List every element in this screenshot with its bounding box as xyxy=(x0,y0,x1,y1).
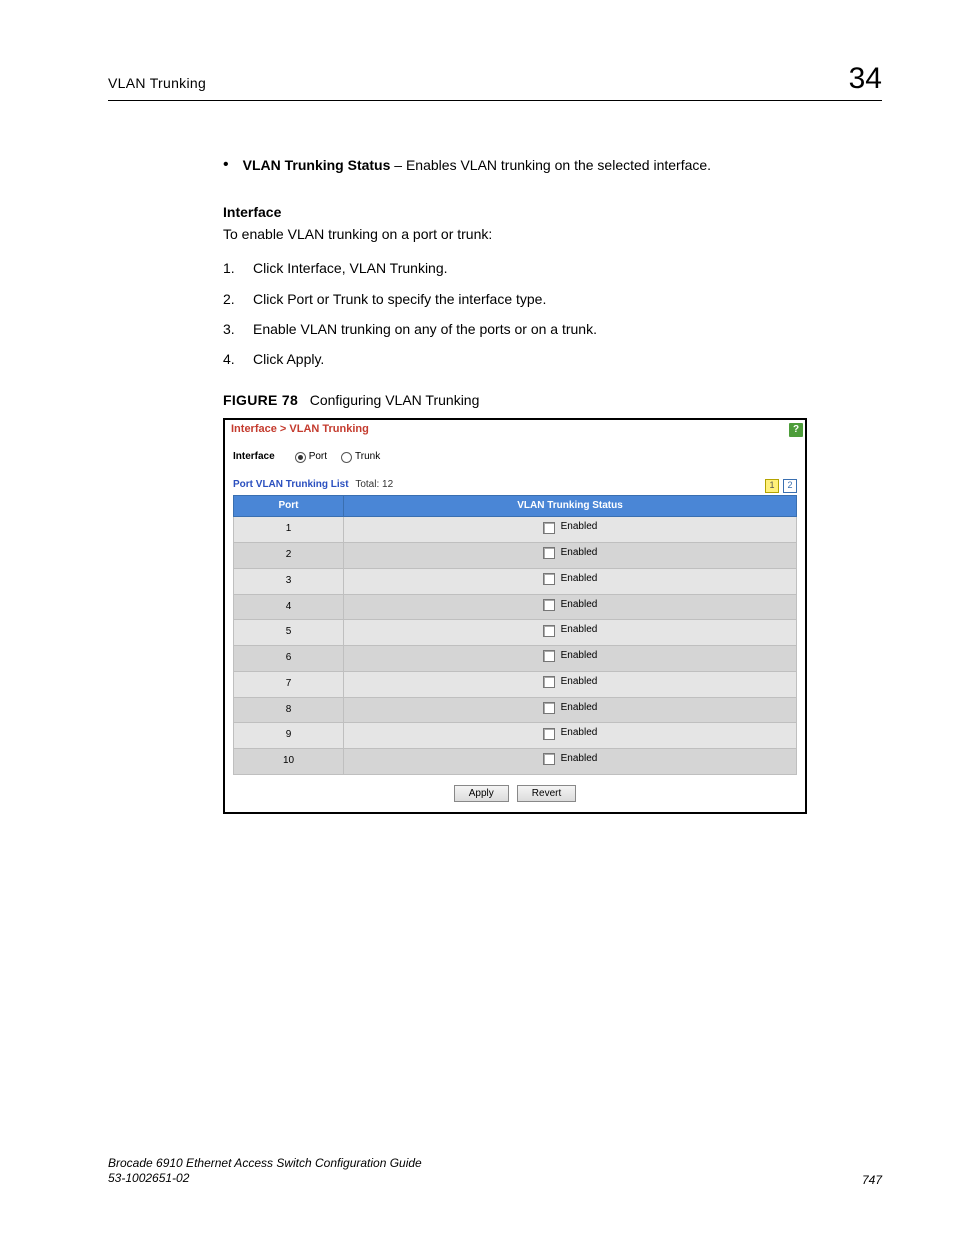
col-port: Port xyxy=(234,495,344,517)
interface-radio-port[interactable]: Port xyxy=(295,450,327,465)
interface-steps: 1.Click Interface, VLAN Trunking. 2.Clic… xyxy=(223,258,882,369)
interface-label: Interface xyxy=(233,450,275,465)
col-status: VLAN Trunking Status xyxy=(344,495,797,517)
bullet-term: VLAN Trunking Status xyxy=(243,157,391,173)
table-row: 5 Enabled xyxy=(234,620,797,646)
enabled-checkbox[interactable] xyxy=(543,676,555,688)
enabled-label: Enabled xyxy=(561,675,598,690)
bullet-desc: – Enables VLAN trunking on the selected … xyxy=(390,157,711,173)
table-row: 10 Enabled xyxy=(234,749,797,775)
enabled-label: Enabled xyxy=(561,520,598,535)
enabled-checkbox[interactable] xyxy=(543,753,555,765)
table-row: 7 Enabled xyxy=(234,671,797,697)
enabled-checkbox[interactable] xyxy=(543,599,555,611)
port-cell: 2 xyxy=(234,543,344,569)
table-row: 6 Enabled xyxy=(234,646,797,672)
status-cell: Enabled xyxy=(344,671,797,697)
footer-page-number: 747 xyxy=(862,1173,882,1187)
bullet-icon: • xyxy=(223,155,229,176)
radio-icon xyxy=(295,452,306,463)
port-cell: 8 xyxy=(234,697,344,723)
interface-radio-trunk[interactable]: Trunk xyxy=(341,450,380,465)
enabled-label: Enabled xyxy=(561,598,598,613)
list-title: Port VLAN Trunking List Total: 12 xyxy=(233,478,393,493)
page-header-title: VLAN Trunking xyxy=(108,75,206,91)
help-icon[interactable]: ? xyxy=(789,423,803,437)
status-cell: Enabled xyxy=(344,543,797,569)
figure-caption: Configuring VLAN Trunking xyxy=(310,392,480,408)
pager-1[interactable]: 1 xyxy=(765,479,779,493)
port-cell: 1 xyxy=(234,517,344,543)
bullet-text: VLAN Trunking Status – Enables VLAN trun… xyxy=(243,155,711,176)
vlan-trunking-panel: Interface > VLAN Trunking ? Interface Po… xyxy=(223,418,807,814)
table-row: 3 Enabled xyxy=(234,568,797,594)
interface-intro: To enable VLAN trunking on a port or tru… xyxy=(223,224,882,244)
revert-button[interactable]: Revert xyxy=(517,785,576,802)
table-row: 8 Enabled xyxy=(234,697,797,723)
step-3: 3.Enable VLAN trunking on any of the por… xyxy=(223,319,882,339)
step-1: 1.Click Interface, VLAN Trunking. xyxy=(223,258,882,278)
enabled-label: Enabled xyxy=(561,649,598,664)
breadcrumb: Interface > VLAN Trunking xyxy=(231,422,369,438)
table-row: 9 Enabled xyxy=(234,723,797,749)
port-cell: 3 xyxy=(234,568,344,594)
chapter-number: 34 xyxy=(849,62,882,96)
status-cell: Enabled xyxy=(344,517,797,543)
status-cell: Enabled xyxy=(344,646,797,672)
step-2: 2.Click Port or Trunk to specify the int… xyxy=(223,289,882,309)
interface-heading: Interface xyxy=(223,202,882,222)
enabled-checkbox[interactable] xyxy=(543,547,555,559)
port-cell: 7 xyxy=(234,671,344,697)
enabled-checkbox[interactable] xyxy=(543,522,555,534)
port-cell: 6 xyxy=(234,646,344,672)
status-cell: Enabled xyxy=(344,723,797,749)
status-cell: Enabled xyxy=(344,697,797,723)
port-cell: 10 xyxy=(234,749,344,775)
enabled-label: Enabled xyxy=(561,726,598,741)
enabled-checkbox[interactable] xyxy=(543,650,555,662)
vlan-trunking-table: Port VLAN Trunking Status 1 Enabled 2 Enabl… xyxy=(233,495,797,775)
enabled-label: Enabled xyxy=(561,701,598,716)
enabled-label: Enabled xyxy=(561,572,598,587)
enabled-checkbox[interactable] xyxy=(543,728,555,740)
status-cell: Enabled xyxy=(344,568,797,594)
port-cell: 5 xyxy=(234,620,344,646)
pager-2[interactable]: 2 xyxy=(783,479,797,493)
enabled-label: Enabled xyxy=(561,752,598,767)
figure-label: FIGURE 78 xyxy=(223,392,298,408)
table-row: 1 Enabled xyxy=(234,517,797,543)
enabled-label: Enabled xyxy=(561,623,598,638)
status-cell: Enabled xyxy=(344,620,797,646)
footer-left: Brocade 6910 Ethernet Access Switch Conf… xyxy=(108,1156,422,1187)
enabled-checkbox[interactable] xyxy=(543,573,555,585)
table-row: 2 Enabled xyxy=(234,543,797,569)
status-cell: Enabled xyxy=(344,749,797,775)
enabled-checkbox[interactable] xyxy=(543,702,555,714)
enabled-checkbox[interactable] xyxy=(543,625,555,637)
status-cell: Enabled xyxy=(344,594,797,620)
apply-button[interactable]: Apply xyxy=(454,785,509,802)
port-cell: 4 xyxy=(234,594,344,620)
enabled-label: Enabled xyxy=(561,546,598,561)
step-4: 4.Click Apply. xyxy=(223,349,882,369)
table-row: 4 Enabled xyxy=(234,594,797,620)
radio-icon xyxy=(341,452,352,463)
port-cell: 9 xyxy=(234,723,344,749)
